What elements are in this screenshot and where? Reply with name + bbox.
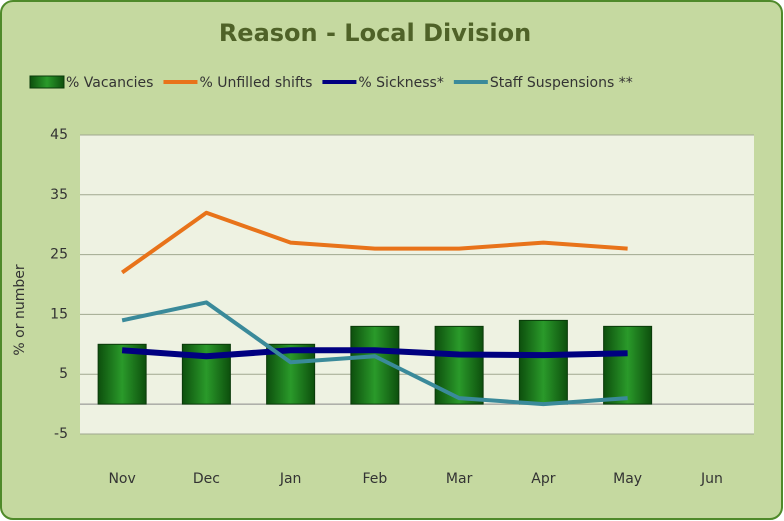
y-tick-label: 15 — [50, 306, 68, 322]
bar — [603, 325, 653, 405]
legend-swatch — [29, 75, 65, 89]
y-tick-label: -5 — [54, 426, 68, 442]
legend-label: % Sickness* — [358, 75, 443, 91]
y-axis-label: % or number — [12, 264, 28, 355]
y-tick-label: 45 — [50, 127, 68, 143]
plot-area — [80, 135, 754, 434]
x-tick-label: May — [613, 471, 642, 487]
bar — [434, 325, 484, 405]
legend-label: % Vacancies — [66, 75, 153, 91]
y-tick-label: 5 — [59, 366, 68, 382]
x-tick-label: Apr — [531, 471, 555, 487]
x-tick-label: Dec — [193, 471, 220, 487]
bar — [518, 319, 568, 405]
legend-label: % Unfilled shifts — [199, 75, 312, 91]
x-tick-label: Feb — [362, 471, 387, 487]
x-tick-label: Nov — [108, 471, 135, 487]
legend-label: Staff Suspensions ** — [490, 75, 633, 91]
line-series — [121, 347, 628, 360]
x-tick-label: Jan — [279, 471, 302, 487]
chart-title: Reason - Local Division — [219, 19, 531, 47]
x-tick-label: Mar — [446, 471, 473, 487]
y-tick-label: 25 — [50, 247, 68, 263]
x-tick-label: Jun — [700, 471, 723, 487]
y-tick-label: 35 — [50, 187, 68, 203]
line-series — [121, 300, 628, 407]
line-series — [120, 210, 628, 275]
